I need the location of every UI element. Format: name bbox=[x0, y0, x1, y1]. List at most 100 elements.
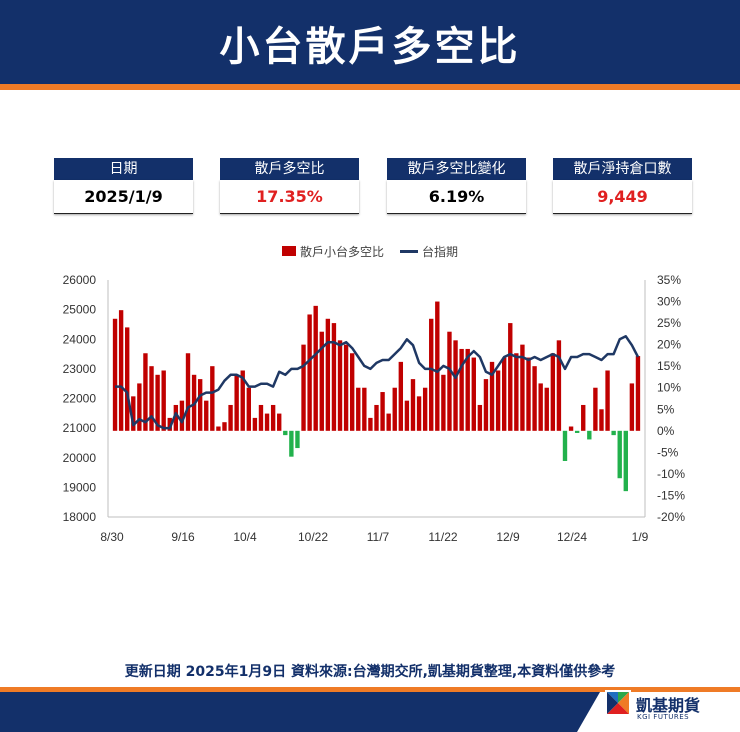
ratio-bar bbox=[222, 422, 227, 431]
legend-item-index: 台指期 bbox=[400, 243, 458, 260]
ratio-bar bbox=[112, 318, 118, 431]
index-line bbox=[115, 335, 640, 430]
ratio-bar bbox=[216, 426, 221, 431]
ratio-bar bbox=[289, 430, 294, 457]
ratio-bar bbox=[611, 430, 616, 436]
chart-legend: 散戶小台多空比 台指期 bbox=[0, 242, 740, 260]
ratio-bar bbox=[410, 379, 416, 431]
ratio-bar bbox=[520, 344, 525, 431]
ratio-bar bbox=[629, 383, 635, 431]
ratio-bar bbox=[210, 366, 215, 431]
ratio-bar bbox=[283, 430, 288, 436]
ratio-bar bbox=[538, 383, 543, 431]
ratio-bar bbox=[422, 387, 428, 431]
ratio-bar bbox=[441, 374, 446, 431]
ratio-bar bbox=[550, 353, 556, 431]
legend-bar-swatch bbox=[281, 246, 296, 256]
ratio-bar bbox=[258, 404, 264, 431]
ratio-bar bbox=[137, 383, 142, 431]
ratio-bar bbox=[574, 430, 580, 433]
ratio-bar bbox=[131, 396, 136, 431]
ratio-chart: 26000 25000 24000 23000 22000 21000 20000 19000… bbox=[63, 273, 686, 544]
x-tick-label: 8/30 bbox=[100, 530, 124, 544]
kpi-net-position-label: 散戶淨持倉口數 bbox=[553, 158, 692, 180]
kgi-logo-icon bbox=[605, 690, 631, 716]
ratio-bar bbox=[125, 327, 130, 431]
ratio-bar bbox=[325, 318, 331, 431]
ratio-bar bbox=[374, 404, 379, 431]
ratio-bar bbox=[617, 430, 622, 479]
ratio-bar bbox=[143, 353, 148, 431]
ratio-bar bbox=[337, 340, 343, 431]
page-title: 小台散戶多空比 bbox=[219, 24, 521, 70]
header-accent-stripe bbox=[0, 84, 740, 90]
x-tick-label: 10/22 bbox=[298, 530, 328, 544]
ratio-bar bbox=[416, 396, 422, 431]
x-tick-label: 12/9 bbox=[496, 530, 520, 544]
y-left-tick-label: 19000 bbox=[63, 480, 97, 494]
ratio-bar bbox=[197, 379, 203, 431]
x-tick-label: 12/24 bbox=[557, 530, 587, 544]
legend-line-swatch bbox=[400, 249, 418, 253]
x-tick-label: 9/16 bbox=[171, 530, 195, 544]
legend-label-ratio: 散戶小台多空比 bbox=[299, 244, 384, 259]
ratio-bar bbox=[349, 353, 355, 431]
ratio-bar bbox=[185, 353, 191, 431]
kpi-net-position: 散戶淨持倉口數 9,449 bbox=[553, 158, 692, 214]
kpi-ratio-change-value: 6.19% bbox=[387, 180, 526, 214]
ratio-bar bbox=[392, 387, 397, 431]
ratio-bar bbox=[386, 413, 391, 431]
ratio-bar bbox=[483, 379, 489, 431]
ratio-bar bbox=[471, 357, 476, 431]
ratio-bar bbox=[252, 417, 258, 431]
y-left-tick-label: 22000 bbox=[63, 392, 97, 406]
ratio-bar bbox=[593, 387, 598, 431]
kpi-date-label: 日期 bbox=[54, 158, 193, 180]
ratio-bar bbox=[568, 426, 574, 431]
legend-item-ratio: 散戶小台多空比 bbox=[281, 243, 384, 260]
ratio-bar bbox=[319, 331, 324, 431]
ratio-bar bbox=[435, 301, 440, 431]
kpi-ratio-change-label: 散戶多空比變化 bbox=[387, 158, 526, 180]
y-left-tick-label: 18000 bbox=[63, 510, 97, 524]
ratio-bar bbox=[204, 400, 209, 431]
ratio-bar bbox=[368, 417, 373, 431]
ratio-bar bbox=[429, 318, 434, 431]
ratio-bar bbox=[502, 357, 507, 431]
ratio-bar bbox=[635, 356, 641, 431]
ratio-bar bbox=[599, 409, 604, 431]
ratio-bar bbox=[404, 400, 410, 431]
y-right-tick-label: -10% bbox=[657, 467, 685, 481]
ratio-bar bbox=[465, 348, 470, 431]
ratio-bar bbox=[246, 387, 251, 431]
ratio-bar bbox=[526, 357, 531, 431]
ratio-bar bbox=[307, 314, 312, 431]
kpi-date-value: 2025/1/9 bbox=[54, 180, 193, 214]
footer-navy-band bbox=[0, 692, 600, 732]
ratio-bar bbox=[234, 374, 239, 431]
ratio-bar bbox=[155, 374, 160, 431]
footer-accent-stripe bbox=[0, 687, 740, 692]
ratio-bar bbox=[240, 370, 245, 431]
ratio-bar bbox=[270, 404, 276, 431]
kpi-ratio-label: 散戶多空比 bbox=[220, 158, 359, 180]
legend-label-index: 台指期 bbox=[422, 244, 459, 259]
ratio-bar bbox=[179, 400, 185, 431]
y-right-tick-label: 30% bbox=[657, 295, 681, 309]
ratio-bar bbox=[380, 392, 385, 431]
logo-subtitle: KGI FUTURES bbox=[637, 713, 690, 721]
ratio-bar bbox=[313, 305, 318, 431]
ratio-bar bbox=[228, 404, 233, 431]
footer-note: 更新日期 2025年1月9日 資料來源:台灣期交所,凱基期貨整理,本資料僅供參考 bbox=[124, 664, 616, 680]
ratio-bar bbox=[343, 344, 349, 431]
ratio-bar bbox=[118, 310, 124, 431]
ratio-bar bbox=[356, 387, 361, 431]
kpi-ratio-value: 17.35% bbox=[220, 180, 359, 214]
y-left-tick-label: 23000 bbox=[63, 362, 97, 376]
y-right-tick-label: -15% bbox=[657, 488, 685, 502]
y-right-tick-label: 0% bbox=[657, 424, 675, 438]
ratio-bar bbox=[362, 387, 367, 431]
ratio-bar bbox=[587, 430, 592, 440]
ratio-bar bbox=[447, 331, 452, 431]
ratio-bar bbox=[556, 340, 562, 431]
